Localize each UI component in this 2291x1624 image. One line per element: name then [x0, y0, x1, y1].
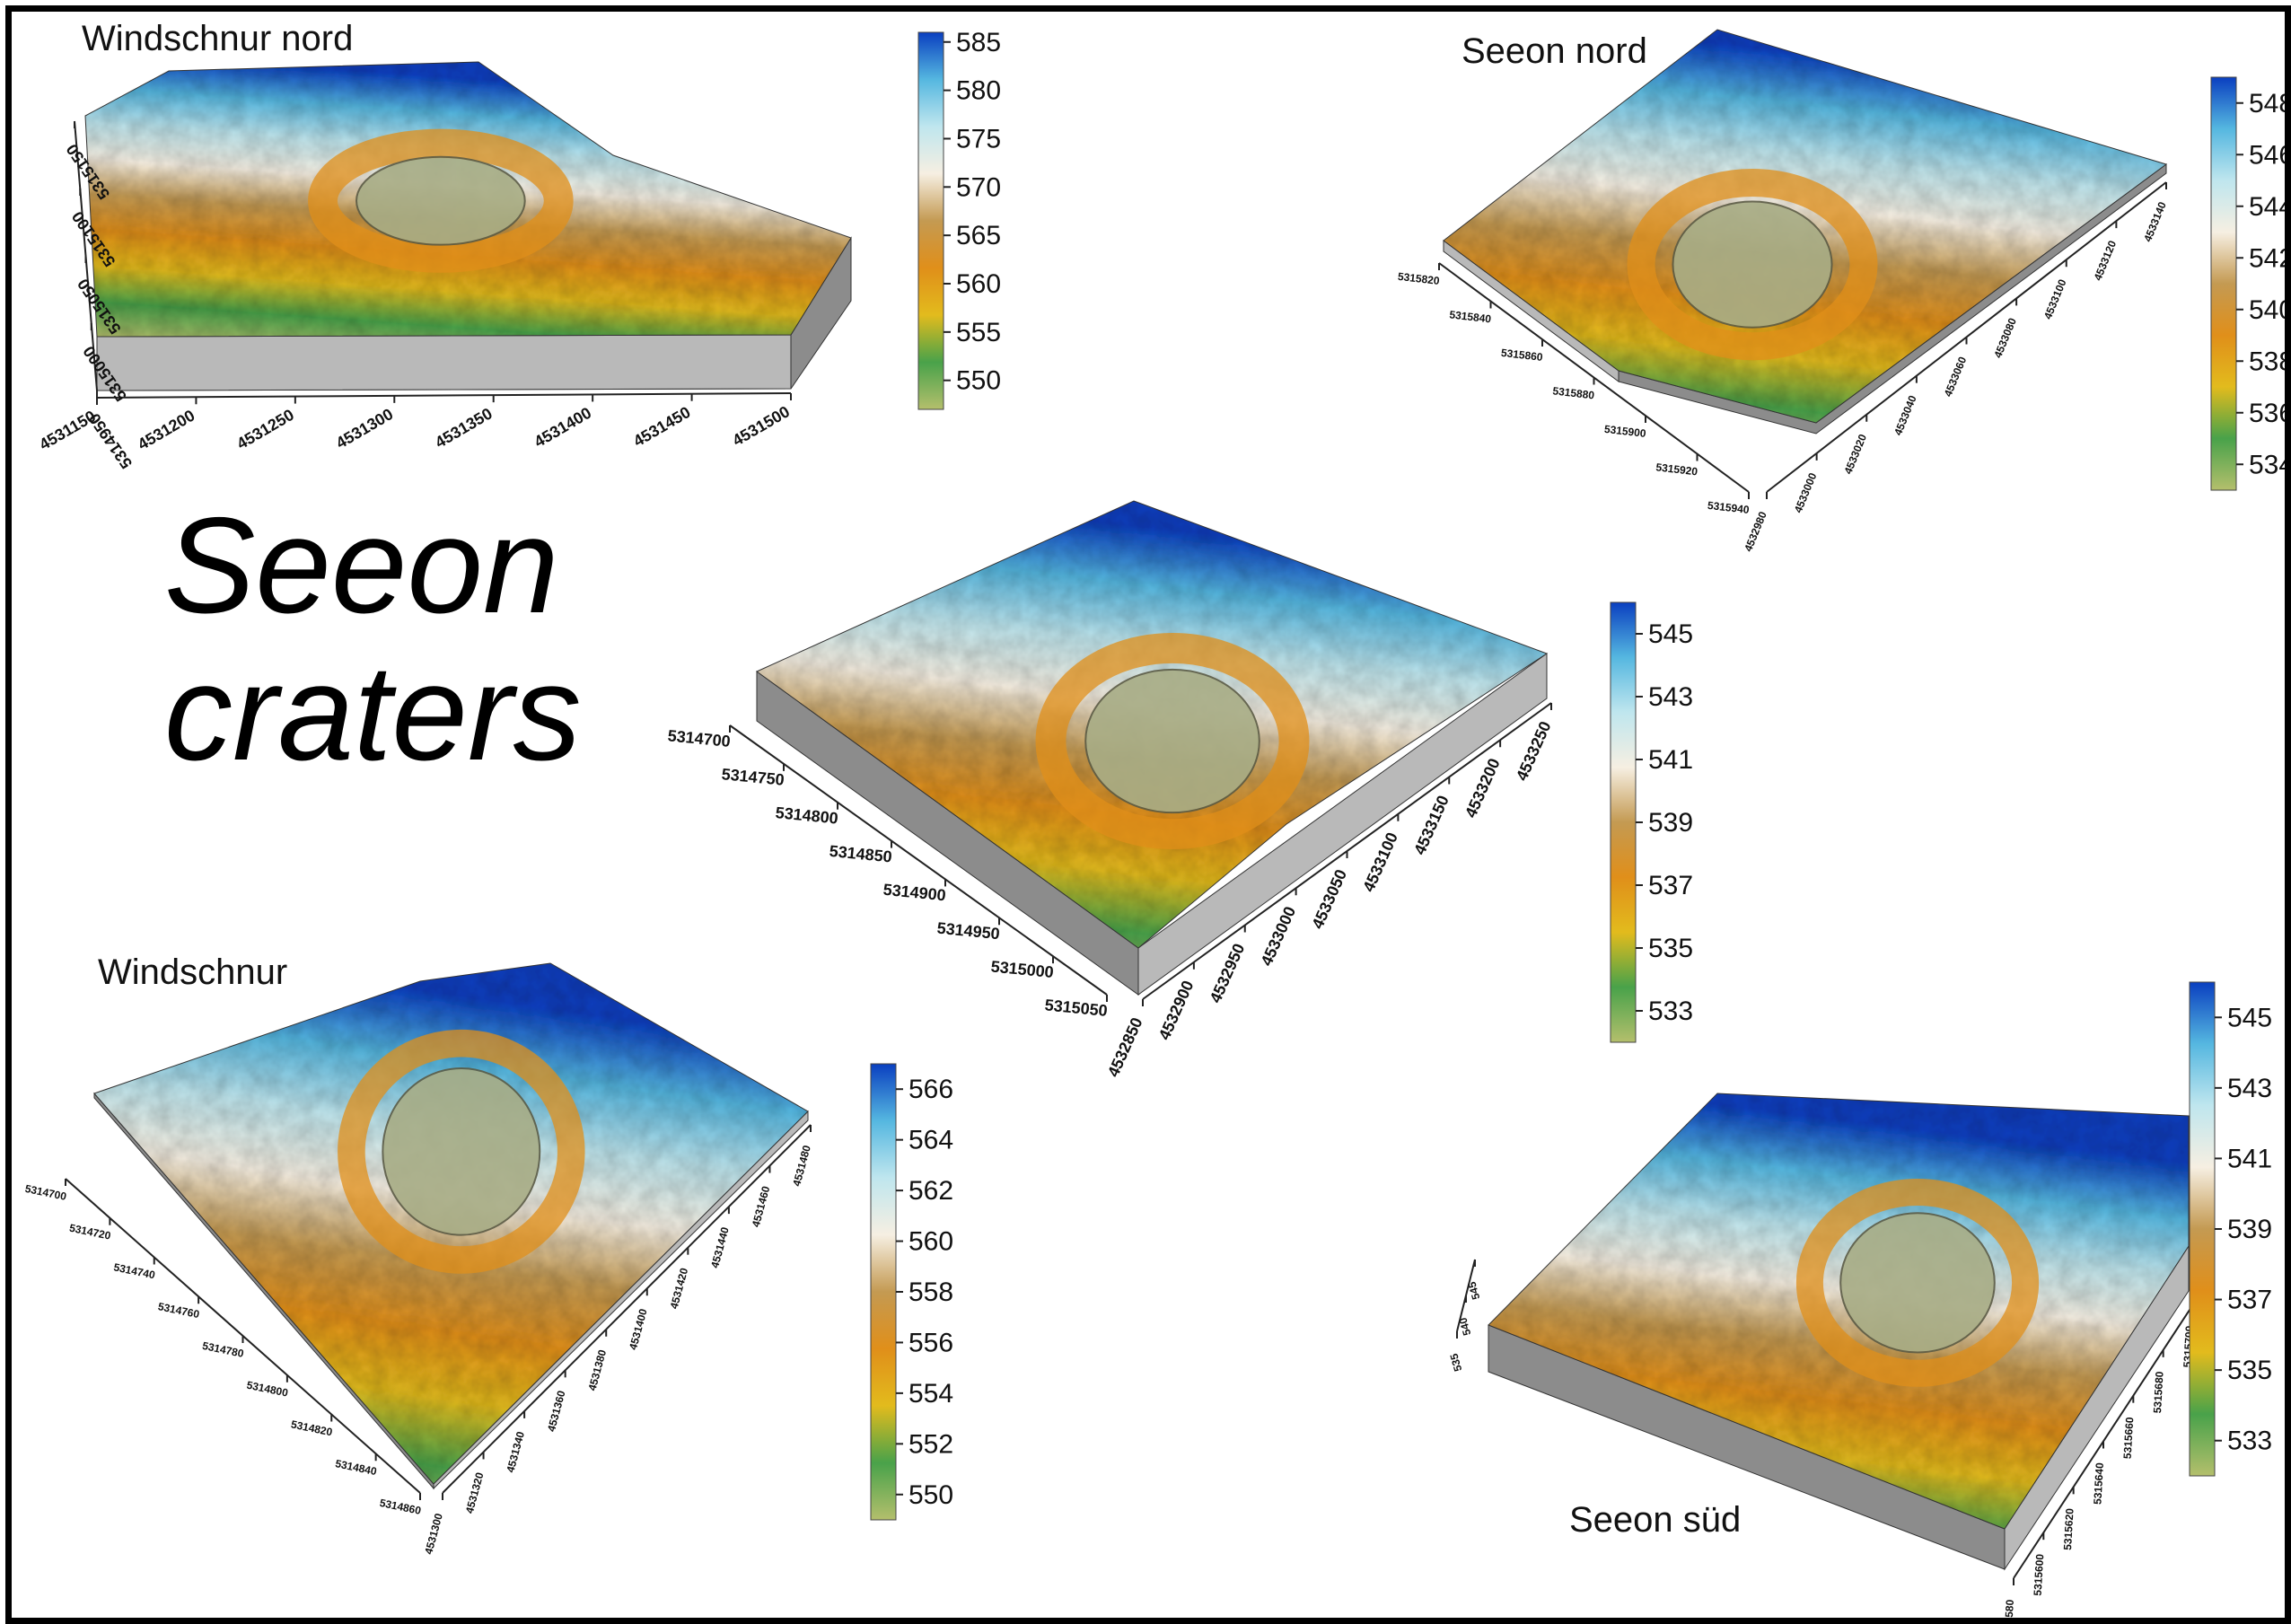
crater-floor: [382, 1067, 541, 1236]
colorbar-tick-label: 565: [956, 221, 1001, 250]
surface-outline: [84, 61, 852, 338]
colorbar-windschnur: 550 552 554 556 558 560 562 564 566: [870, 1063, 996, 1542]
surface-front-wall: [1137, 653, 1548, 996]
y-axis-tick-label: 540: [1456, 1316, 1473, 1337]
colorbar-tick-label: 546: [2249, 140, 2291, 170]
colorbar-tick-label: 558: [908, 1277, 953, 1307]
colorbar-tick-label: 552: [908, 1429, 953, 1459]
colorbar-tick-label: 550: [956, 366, 1001, 396]
colorbar-tick-label: 533: [2227, 1426, 2272, 1456]
colorbar-ramp: [2210, 76, 2237, 491]
x-axis-tick-label: 5315580: [2001, 1599, 2016, 1624]
crater-floor: [1839, 1212, 1996, 1354]
crater-rim: [1795, 1178, 2040, 1387]
colorbar-windschnur-nord: 550 555 560 565 570 575 580 585: [917, 28, 1044, 432]
colorbar-tick-label: 535: [2227, 1356, 2272, 1385]
colorbar-tick-label: 545: [1648, 619, 1693, 649]
colorbar-tick-label: 562: [908, 1176, 953, 1206]
colorbar-tick-label: 541: [1648, 745, 1693, 775]
crater-floor: [1084, 668, 1260, 814]
surface-outline: [1443, 29, 2168, 424]
colorbar-tick-label: 536: [2249, 399, 2291, 428]
colorbar-seeon-nord: 534 536 538 540 542 544 546 548: [2210, 76, 2291, 513]
title-seeon-nord: Seeon nord: [1462, 31, 1647, 71]
colorbar-ramp: [917, 31, 944, 410]
y-axis-tick-label: 5315860: [1500, 347, 1543, 364]
colorbar-tick-label: 545: [2227, 1003, 2272, 1032]
colorbar-tick-label: 539: [1648, 808, 1693, 838]
x-axis-line: [442, 1124, 812, 1494]
colorbar-ramp: [2189, 981, 2216, 1477]
headline-line2: craters: [164, 636, 582, 790]
colorbar-tick-label: 556: [908, 1328, 953, 1357]
colorbar-tick-label: 538: [2249, 347, 2291, 376]
headline: Seeon craters: [164, 492, 582, 786]
crater-floor: [356, 155, 526, 246]
colorbar-tick-label: 548: [2249, 89, 2291, 119]
x-axis-line: [96, 392, 792, 399]
colorbar-tick-label: 542: [2249, 243, 2291, 273]
colorbar-tick-label: 580: [956, 76, 1001, 106]
x-axis-tick-label: 5315600: [2032, 1553, 2047, 1596]
colorbar-tick-label: 544: [2249, 192, 2291, 222]
colorbar-tick-label: 543: [2227, 1074, 2272, 1103]
colorbar-tick-label: 555: [956, 318, 1001, 347]
y-axis-tick-label: 545: [1465, 1280, 1482, 1301]
colorbar-ramp: [1610, 601, 1637, 1043]
y-axis-tick-label: 5315900: [1603, 423, 1646, 440]
y-axis-tick-label: 5315880: [1552, 384, 1595, 401]
colorbar-tick-label: 540: [2249, 295, 2291, 325]
headline-line1: Seeon: [164, 489, 559, 642]
crater-rim: [1035, 632, 1310, 850]
colorbar-tick-label: 554: [908, 1379, 953, 1409]
colorbar-tick-label: 585: [956, 28, 1001, 57]
colorbar-tick-label: 560: [956, 269, 1001, 299]
crater-floor: [1672, 200, 1833, 329]
crater-rim: [308, 128, 574, 273]
y-axis-tick-label: 5315820: [1397, 270, 1440, 287]
y-axis-tick-label: 5315940: [1707, 499, 1750, 516]
colorbar-tick-label: 533: [1648, 996, 1693, 1026]
crater-rim: [338, 1029, 585, 1274]
colorbar-tick-label: 550: [908, 1480, 953, 1510]
colorbar-tick-label: 570: [956, 172, 1001, 202]
crater-rim: [1627, 169, 1878, 361]
x-axis-tick-label: 5315620: [2061, 1507, 2076, 1550]
colorbar-seeon-sued: 533 535 537 539 541 543 545: [2189, 981, 2285, 1498]
figure-frame: Seeon craters Windschnur nord Seeon nord…: [5, 5, 2291, 1624]
title-windschnur-nord: Windschnur nord: [82, 19, 354, 58]
surface-outline: [93, 962, 809, 1485]
y-axis-tick-label: 5315920: [1655, 461, 1698, 478]
colorbar-tick-label: 537: [2227, 1286, 2272, 1315]
colorbar-tick-label: 543: [1648, 682, 1693, 712]
x-axis-tick-label: 5315640: [2091, 1462, 2106, 1505]
y-axis-line: [729, 724, 1108, 996]
title-windschnur: Windschnur: [98, 952, 288, 992]
colorbar-center: 533 535 537 539 541 543 545: [1610, 601, 1736, 1065]
colorbar-ramp: [870, 1063, 897, 1521]
title-seeon-sued: Seeon süd: [1569, 1500, 1742, 1540]
surface-outline: [1488, 1093, 2190, 1530]
colorbar-tick-label: 541: [2227, 1144, 2272, 1173]
colorbar-tick-label: 575: [956, 124, 1001, 154]
colorbar-tick-label: 535: [1648, 934, 1693, 963]
colorbar-tick-label: 539: [2227, 1215, 2272, 1244]
x-axis-tick-label: 5315660: [2121, 1417, 2137, 1460]
colorbar-tick-label: 537: [1648, 871, 1693, 900]
colorbar-tick-label: 566: [908, 1075, 953, 1104]
y-axis-tick-label: 535: [1447, 1352, 1464, 1373]
colorbar-tick-label: 564: [908, 1126, 953, 1155]
colorbar-tick-label: 560: [908, 1227, 953, 1257]
x-axis-tick-label: 5315680: [2151, 1371, 2166, 1414]
surface-outline: [756, 500, 1549, 949]
elevation-surface: [1488, 1093, 2189, 1529]
colorbar-tick-label: 534: [2249, 450, 2291, 479]
y-axis-tick-label: 5315840: [1449, 308, 1492, 325]
